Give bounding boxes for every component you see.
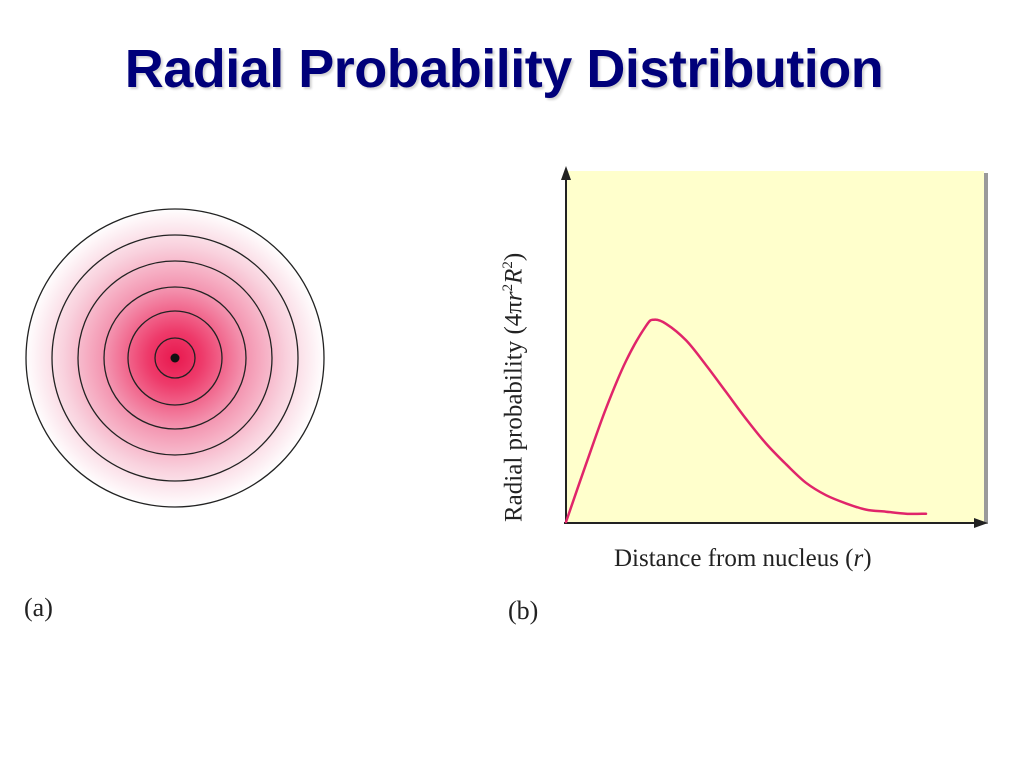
shell-ring xyxy=(51,234,299,482)
shell-ring xyxy=(127,310,223,406)
x-axis-title: Distance from nucleus (r) xyxy=(614,545,872,572)
slide-title: Radial Probability Distribution xyxy=(124,39,884,99)
shell-ring xyxy=(25,208,325,508)
shell-rings xyxy=(25,208,325,508)
panel-label-a: (a) xyxy=(24,593,53,622)
plot-background xyxy=(566,171,984,522)
nucleus-dot xyxy=(170,353,180,363)
y-axis-arrowhead xyxy=(561,166,571,180)
x-axis-arrowhead xyxy=(974,518,988,528)
shell-ring xyxy=(77,260,273,456)
y-axis-title: Radial probability (4πr2R2) xyxy=(500,252,528,522)
shell-ring xyxy=(154,337,196,379)
radial-probability-curve xyxy=(564,318,928,524)
panel-label-b: (b) xyxy=(508,596,539,625)
shell-ring xyxy=(103,286,247,430)
